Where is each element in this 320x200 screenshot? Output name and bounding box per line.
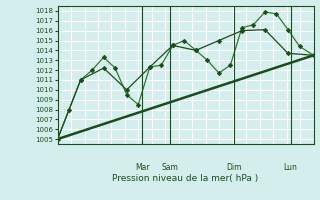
Text: Lun: Lun bbox=[284, 163, 298, 172]
Text: Mar: Mar bbox=[135, 163, 149, 172]
Text: Pression niveau de la mer( hPa ): Pression niveau de la mer( hPa ) bbox=[112, 174, 259, 183]
Text: Sam: Sam bbox=[162, 163, 179, 172]
Text: Dim: Dim bbox=[227, 163, 242, 172]
